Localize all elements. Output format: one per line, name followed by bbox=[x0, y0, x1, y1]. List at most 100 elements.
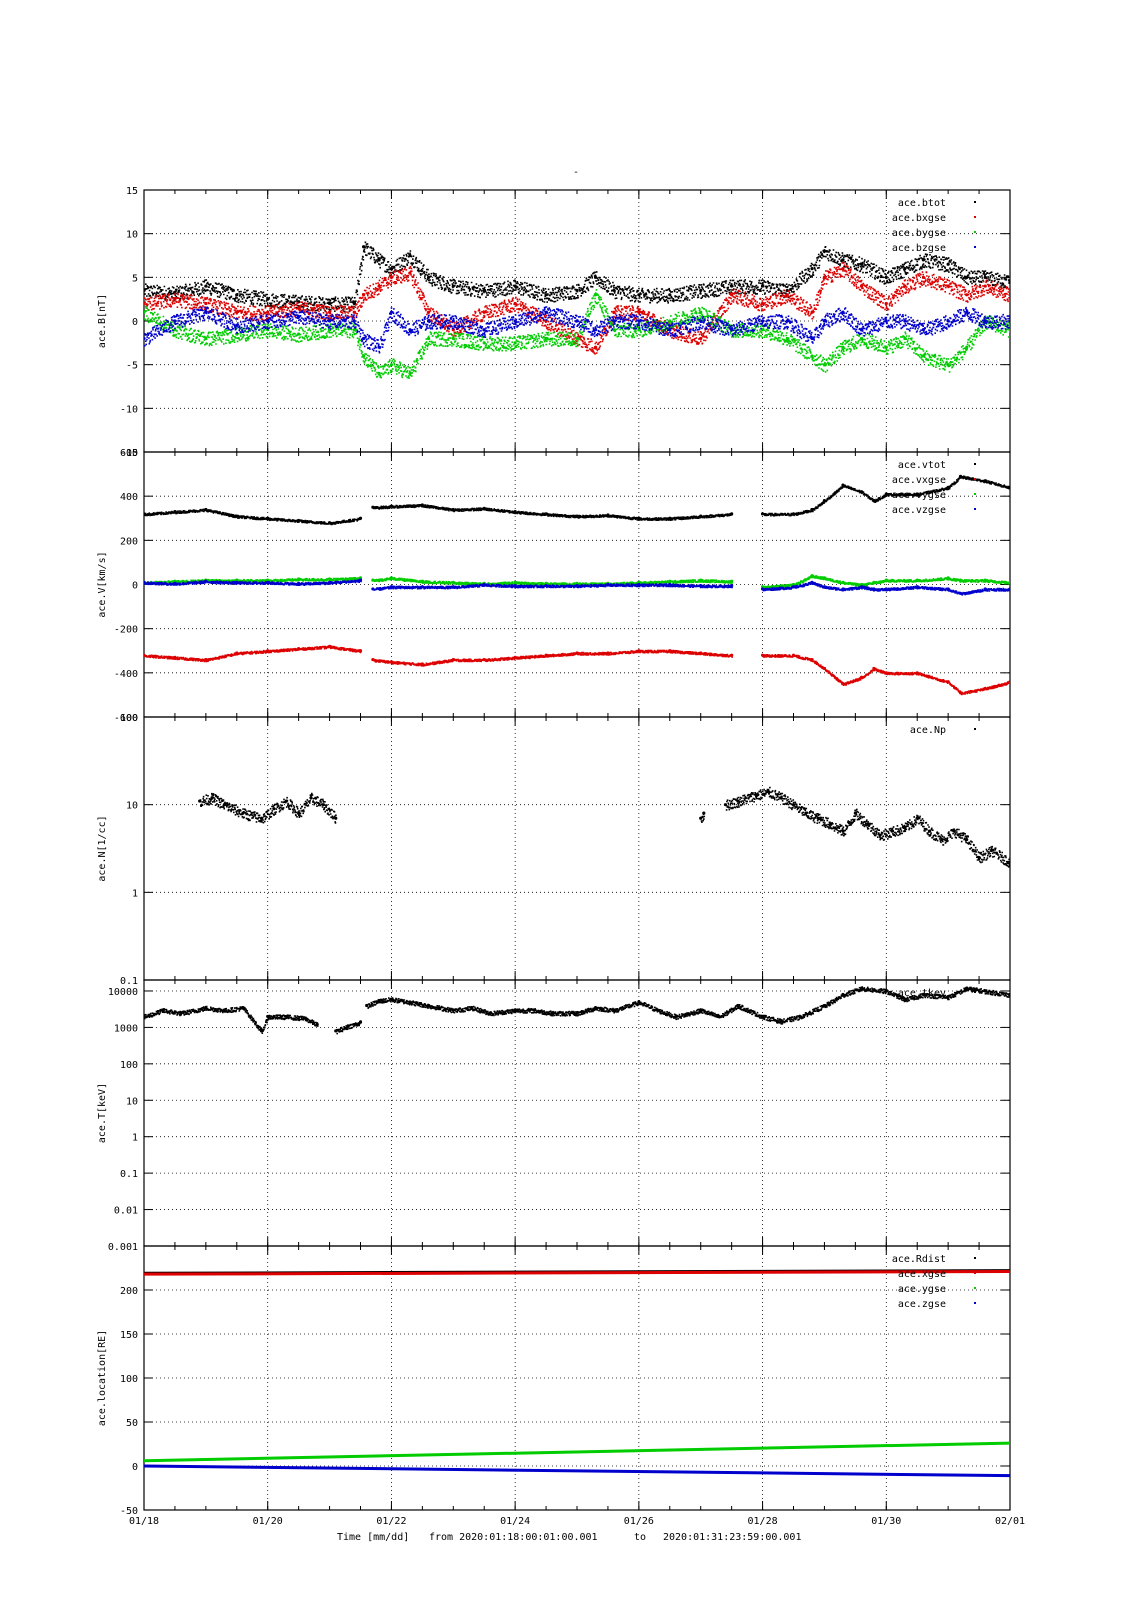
y-tick-label: 100 bbox=[120, 1060, 138, 1071]
plot-frame bbox=[143, 979, 1011, 1247]
legend-label: ace.vygse bbox=[892, 490, 946, 501]
y-tick-label: 0.1 bbox=[120, 976, 138, 987]
scatter-points bbox=[144, 475, 1010, 526]
legend: ace.btot ace.bxgse ace.bygse ace.bzgse bbox=[892, 198, 976, 254]
series-ace-xgse bbox=[144, 1270, 1010, 1276]
legend-label: ace.vzgse bbox=[892, 505, 946, 516]
panel-location: -50 0 50 100 150 200 ace.location[RE] 01/18 01/2… bbox=[97, 1245, 1025, 1527]
legend-marker bbox=[974, 463, 976, 465]
data-point bbox=[946, 262, 950, 266]
legend-marker bbox=[974, 508, 976, 510]
x-tick-label: 01/26 bbox=[624, 1516, 654, 1527]
y-tick-label: 10 bbox=[126, 230, 138, 241]
plot-data-area bbox=[198, 786, 1010, 868]
series-ace-vtot bbox=[144, 474, 1010, 526]
panel-density: 0.1 1 10 100 ace.N[1/cc] ace.Np bbox=[97, 713, 1011, 987]
panel-temperature: 0.001 0.01 0.1 1 10 100 1000 10000 ace.T[keV] ace… bbox=[97, 979, 1011, 1253]
legend: ace.Rdist ace.xgse ace.ygse ace.zgse bbox=[892, 1254, 976, 1310]
legend-marker bbox=[974, 246, 976, 248]
series-ace-btot bbox=[144, 241, 1010, 313]
series-ace-zgse bbox=[144, 1464, 1010, 1478]
data-point bbox=[513, 341, 517, 345]
y-tick-label: 1 bbox=[132, 888, 138, 899]
y-axis-label: ace.N[1/cc] bbox=[97, 815, 108, 881]
legend-marker bbox=[974, 478, 976, 480]
legend-label: ace.bzgse bbox=[892, 243, 946, 254]
legend: ace.vtot ace.vxgse ace.vygse ace.vzgse bbox=[892, 460, 976, 516]
legend-marker bbox=[974, 201, 976, 203]
plot-data-area bbox=[144, 474, 1010, 696]
data-point bbox=[841, 345, 845, 349]
y-axis-label: ace.T[keV] bbox=[97, 1083, 108, 1143]
x-tick-label: 01/20 bbox=[253, 1516, 283, 1527]
legend-marker bbox=[974, 1257, 976, 1259]
scatter-points bbox=[144, 986, 1010, 1035]
legend-label: ace.vtot bbox=[898, 460, 946, 471]
y-tick-label: 200 bbox=[120, 1286, 138, 1297]
data-point bbox=[841, 829, 845, 833]
y-tick-label: -10 bbox=[120, 404, 138, 415]
panel-magnetic-field: -15 -10 -5 0 5 10 15 ace.B[nT] ace.btot ace.bxgse… bbox=[97, 186, 1011, 459]
x-tick-label: 01/24 bbox=[500, 1516, 530, 1527]
legend-marker bbox=[974, 216, 976, 218]
y-tick-label: 150 bbox=[120, 1330, 138, 1341]
plot-data-area bbox=[144, 1269, 1010, 1478]
data-point bbox=[668, 293, 672, 297]
legend-marker bbox=[974, 1287, 976, 1289]
y-tick-label: -600 bbox=[114, 713, 138, 724]
y-tick-label: 1 bbox=[132, 1133, 138, 1144]
figure-top-mark: - bbox=[573, 167, 579, 178]
scatter-points bbox=[144, 579, 1010, 596]
y-tick-label: -50 bbox=[120, 1506, 138, 1517]
x-axis-title-to: to bbox=[634, 1532, 646, 1543]
y-axis-label: ace.B[nT] bbox=[97, 294, 108, 348]
scatter-points bbox=[144, 306, 1010, 354]
scatter-points bbox=[144, 262, 1010, 355]
y-tick-label: 0.1 bbox=[120, 1169, 138, 1180]
legend-marker bbox=[974, 1302, 976, 1304]
data-point bbox=[513, 284, 517, 288]
series-ace-tkev bbox=[144, 986, 1010, 1035]
series-line bbox=[144, 1270, 1010, 1276]
data-point bbox=[272, 807, 276, 811]
data-point bbox=[144, 336, 146, 341]
legend-label: ace.xgse bbox=[898, 1269, 946, 1280]
data-point bbox=[352, 319, 356, 323]
legend-marker bbox=[974, 728, 976, 730]
y-tick-label: -400 bbox=[114, 669, 138, 680]
x-axis-title-end: 2020:01:31:23:59:00.001 bbox=[663, 1532, 801, 1543]
series-ace-vxgse bbox=[144, 644, 1010, 696]
legend-label: ace.bygse bbox=[892, 228, 946, 239]
y-tick-label: 400 bbox=[120, 492, 138, 503]
legend-label: ace.zgse bbox=[898, 1299, 946, 1310]
y-tick-label: 10 bbox=[126, 1096, 138, 1107]
legend-label: ace.tkev bbox=[898, 988, 946, 999]
y-tick-label: 100 bbox=[120, 713, 138, 724]
legend-label: ace.vxgse bbox=[892, 475, 946, 486]
series-ace-bzgse bbox=[144, 306, 1010, 354]
data-point bbox=[810, 267, 814, 271]
y-tick-label: 1000 bbox=[114, 1023, 138, 1034]
legend-marker bbox=[974, 493, 976, 495]
y-tick-label: 0 bbox=[132, 581, 138, 592]
scatter-points bbox=[144, 645, 1010, 696]
y-tick-label: 10000 bbox=[108, 987, 138, 998]
y-axis-label: ace.V[km/s] bbox=[97, 551, 108, 617]
y-tick-label: 0 bbox=[132, 1462, 138, 1473]
plot-data-area bbox=[144, 986, 1010, 1035]
data-point bbox=[204, 301, 208, 306]
y-tick-label: 100 bbox=[120, 1374, 138, 1385]
legend-marker bbox=[974, 1272, 976, 1274]
x-axis-title: Time [mm/dd] from 2020:01:18:00:01:00.00… bbox=[337, 1532, 801, 1543]
legend: ace.tkev bbox=[898, 988, 976, 999]
y-tick-label: 0.01 bbox=[114, 1206, 138, 1217]
plot-frame bbox=[143, 716, 1011, 981]
series-ace-vzgse bbox=[144, 578, 1010, 596]
x-tick-label: 02/01 bbox=[995, 1516, 1025, 1527]
x-axis-title-time: Time [mm/dd] bbox=[337, 1532, 409, 1543]
y-tick-label: 0.001 bbox=[108, 1242, 138, 1253]
panel-velocity: -600 -400 -200 0 200 400 600 ace.V[km/s] ace.vto… bbox=[97, 448, 1011, 724]
y-tick-label: 0 bbox=[132, 317, 138, 328]
y-tick-label: 15 bbox=[126, 186, 138, 197]
y-tick-label: 200 bbox=[120, 536, 138, 547]
